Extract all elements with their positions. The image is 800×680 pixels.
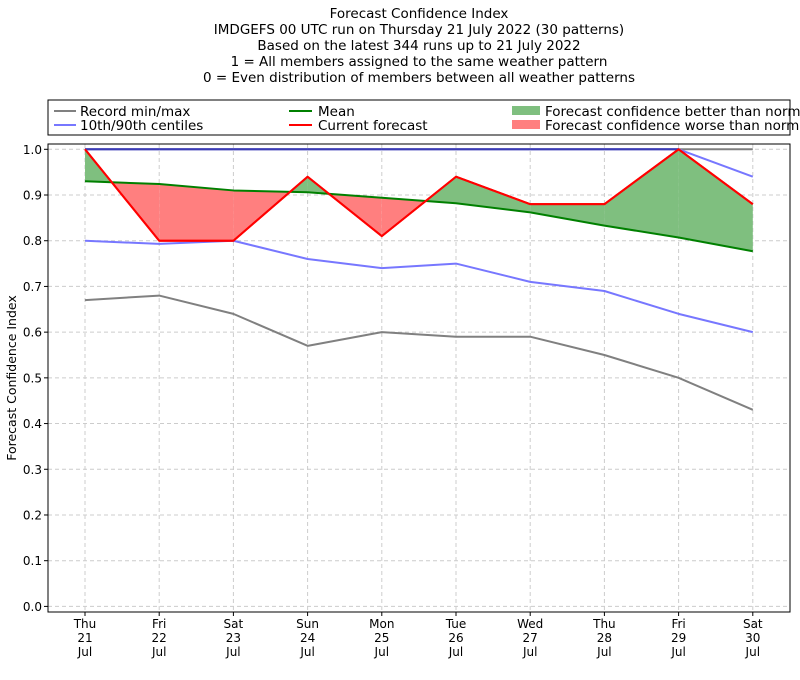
x-tick-label: 23 — [226, 631, 241, 645]
x-tick-label: 22 — [152, 631, 167, 645]
x-tick-label: Sat — [224, 617, 244, 631]
legend-label-worse: Forecast confidence worse than normal — [545, 118, 800, 134]
x-tick-label: 30 — [745, 631, 760, 645]
y-tick-label: 0.6 — [23, 326, 42, 340]
x-tick-label: 24 — [300, 631, 315, 645]
series-lines — [84, 148, 754, 411]
legend-label-current: Current forecast — [318, 118, 428, 134]
title-line-3: Based on the latest 344 runs up to 21 Ju… — [257, 38, 580, 54]
x-tick-label: 27 — [523, 631, 538, 645]
legend-label-mean: Mean — [318, 104, 355, 120]
chart-title: Forecast Confidence Index IMDGEFS 00 UTC… — [203, 6, 635, 86]
legend-swatch-worse — [512, 120, 540, 129]
y-tick-label: 0.2 — [23, 508, 42, 522]
y-tick-label: 0.0 — [23, 600, 42, 614]
y-tick-label: 0.9 — [23, 189, 42, 203]
y-tick-label: 0.7 — [23, 280, 42, 294]
x-tick-label: Wed — [517, 617, 543, 631]
y-tick-label: 0.1 — [23, 554, 42, 568]
y-tick-label: 0.4 — [23, 417, 42, 431]
x-tick-label: Thu — [592, 617, 616, 631]
x-tick-label: Jul — [299, 645, 314, 659]
x-tick-label: Fri — [152, 617, 166, 631]
x-tick-label: Sun — [296, 617, 319, 631]
x-tick-label: Jul — [374, 645, 389, 659]
x-axis: Thu21JulFri22JulSat23JulSun24JulMon25Jul… — [73, 612, 763, 659]
title-line-4: 1 = All members assigned to the same wea… — [231, 54, 608, 70]
record-min-line — [84, 294, 754, 411]
better-than-normal-fill — [678, 149, 753, 252]
legend-box — [47, 99, 791, 136]
legend-label-record: Record min/max — [80, 104, 190, 120]
y-tick-label: 1.0 — [23, 143, 42, 157]
x-tick-label: Jul — [596, 645, 611, 659]
better-than-normal-fill — [456, 176, 531, 213]
x-tick-label: Thu — [73, 617, 97, 631]
title-line-2: IMDGEFS 00 UTC run on Thursday 21 July 2… — [214, 22, 624, 38]
legend: Record min/max 10th/90th centiles Mean C… — [47, 99, 800, 136]
mean-line — [84, 180, 753, 253]
better-than-normal-fill — [530, 204, 605, 226]
x-tick-label: Jul — [522, 645, 537, 659]
p10-centile-line — [84, 239, 754, 334]
y-tick-label: 0.5 — [23, 371, 42, 385]
title-line-5: 0 = Even distribution of members between… — [203, 70, 635, 86]
title-line-1: Forecast Confidence Index — [330, 6, 509, 22]
y-tick-label: 0.8 — [23, 234, 42, 248]
legend-label-centiles: 10th/90th centiles — [80, 118, 203, 134]
x-tick-label: Jul — [151, 645, 166, 659]
x-tick-label: 25 — [374, 631, 389, 645]
x-tick-label: Tue — [445, 617, 467, 631]
x-tick-label: 26 — [448, 631, 463, 645]
y-axis: 0.0 0.1 0.2 0.3 0.4 0.5 0.6 0.7 0.8 0.9 1.0 — [23, 143, 48, 614]
x-tick-label: Fri — [671, 617, 685, 631]
x-tick-label: Jul — [670, 645, 685, 659]
x-tick-label: Jul — [77, 645, 92, 659]
current-forecast-line-top — [84, 148, 754, 242]
y-tick-label: 0.3 — [23, 463, 42, 477]
x-tick-label: Jul — [448, 645, 463, 659]
better-than-normal-fill — [604, 149, 679, 238]
x-tick-label: Jul — [745, 645, 760, 659]
y-axis-label: Forecast Confidence Index — [4, 295, 19, 461]
legend-swatch-better — [512, 106, 540, 115]
worse-than-normal-fill — [159, 184, 234, 241]
x-tick-label: 21 — [77, 631, 92, 645]
x-tick-label: Sat — [743, 617, 763, 631]
legend-label-better: Forecast confidence better than normal — [545, 104, 800, 120]
x-tick-label: Mon — [369, 617, 394, 631]
x-tick-label: Jul — [225, 645, 240, 659]
x-tick-label: 29 — [671, 631, 686, 645]
x-tick-label: 28 — [597, 631, 612, 645]
